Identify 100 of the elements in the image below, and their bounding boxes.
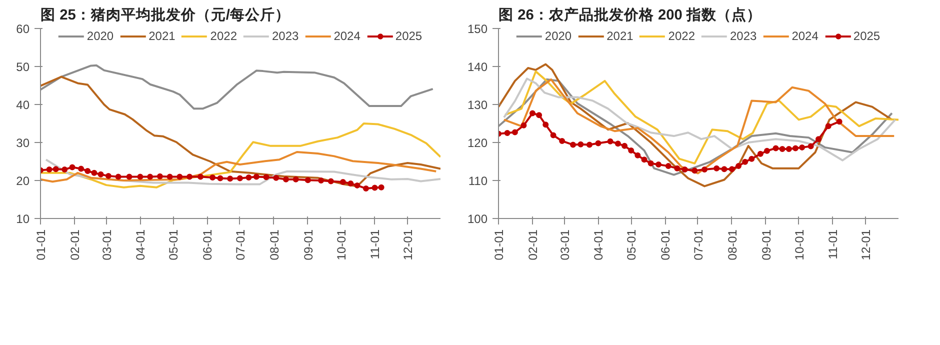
point (210, 174, 216, 180)
point (792, 145, 798, 152)
point (714, 165, 720, 172)
x-tick-label: 02-01 (526, 229, 540, 260)
x-tick-label: 01-01 (492, 229, 506, 260)
point (808, 143, 814, 150)
point (105, 172, 112, 179)
legend-label: 2022 (210, 29, 237, 43)
point (542, 122, 549, 128)
point (198, 174, 204, 180)
point (764, 148, 770, 154)
x-tick-label: 01-01 (34, 229, 48, 260)
legend-label: 2022 (668, 29, 695, 43)
point (536, 112, 542, 118)
x-tick-label: 03-01 (100, 229, 114, 260)
point (378, 184, 384, 190)
point (304, 177, 311, 184)
point (622, 142, 628, 149)
legend-label: 2020 (544, 29, 572, 43)
point (628, 147, 634, 154)
point (354, 182, 360, 188)
point (607, 138, 614, 144)
line-series (44, 158, 440, 186)
point (362, 185, 369, 192)
point (682, 166, 688, 172)
point (166, 174, 173, 180)
y-tick-label: 140 (467, 60, 488, 74)
x-tick-label: 11-01 (826, 229, 840, 260)
point (559, 138, 566, 144)
point (641, 156, 648, 163)
point (799, 144, 806, 150)
point (742, 158, 748, 165)
chart-title: 图 25：猪肉平均批发价（元/每公斤） (40, 6, 290, 24)
point (328, 178, 334, 184)
point (98, 171, 104, 178)
point (46, 166, 52, 172)
point (816, 136, 822, 142)
point (550, 132, 556, 138)
point (176, 174, 183, 180)
point (512, 129, 518, 136)
point (748, 156, 755, 162)
legend-label: 2021 (606, 29, 634, 43)
x-tick-label: 07-01 (233, 229, 248, 260)
point (126, 174, 132, 180)
point (529, 110, 536, 116)
x-tick-label: 04-01 (592, 229, 606, 260)
point (246, 174, 252, 180)
line-series (498, 63, 893, 188)
y-tick-label: 10 (16, 212, 30, 226)
y-tick-label: 100 (467, 212, 488, 226)
point (692, 168, 698, 174)
point (757, 150, 764, 157)
point (836, 118, 842, 125)
point (91, 170, 98, 176)
point (586, 142, 592, 148)
y-tick-label: 130 (467, 98, 488, 112)
point (665, 163, 672, 170)
point (504, 130, 510, 136)
y-tick-label: 120 (467, 136, 488, 150)
legend-label: 2024 (334, 29, 360, 43)
point (736, 163, 742, 170)
legend-label: 2024 (792, 29, 818, 43)
point (318, 178, 324, 184)
point (156, 173, 163, 180)
line-series (40, 151, 438, 183)
legend-label: 2023 (272, 29, 299, 43)
point (282, 176, 289, 182)
point (520, 122, 527, 128)
point (702, 166, 708, 172)
x-tick-label: 08-01 (267, 229, 282, 260)
point (115, 174, 122, 180)
chart-title: 图 26：农产品批发价格 200 指数（点） (498, 6, 762, 24)
y-tick-label: 50 (16, 60, 30, 74)
line-series (40, 76, 440, 188)
point (137, 174, 144, 180)
x-tick-label: 12-01 (859, 229, 874, 260)
point (236, 175, 243, 182)
x-tick-label: 04-01 (134, 229, 148, 260)
x-tick-label: 02-01 (68, 229, 82, 260)
point (372, 184, 378, 191)
point (825, 123, 832, 130)
point (656, 162, 662, 168)
legend-label: 2021 (148, 29, 176, 43)
y-tick-label: 110 (468, 174, 488, 188)
point (348, 180, 354, 187)
x-tick-label: 09-01 (301, 229, 316, 260)
x-tick-label: 05-01 (624, 229, 639, 260)
line-series (40, 122, 440, 188)
point (84, 168, 91, 174)
point (273, 174, 280, 181)
x-tick-label: 08-01 (725, 229, 740, 260)
point (253, 174, 260, 180)
point (674, 165, 680, 172)
y-tick-label: 40 (16, 98, 30, 112)
point (786, 146, 792, 152)
point (78, 166, 84, 172)
x-tick-label: 10-01 (334, 229, 348, 260)
point (614, 140, 621, 147)
point (340, 179, 346, 186)
point (648, 160, 654, 166)
